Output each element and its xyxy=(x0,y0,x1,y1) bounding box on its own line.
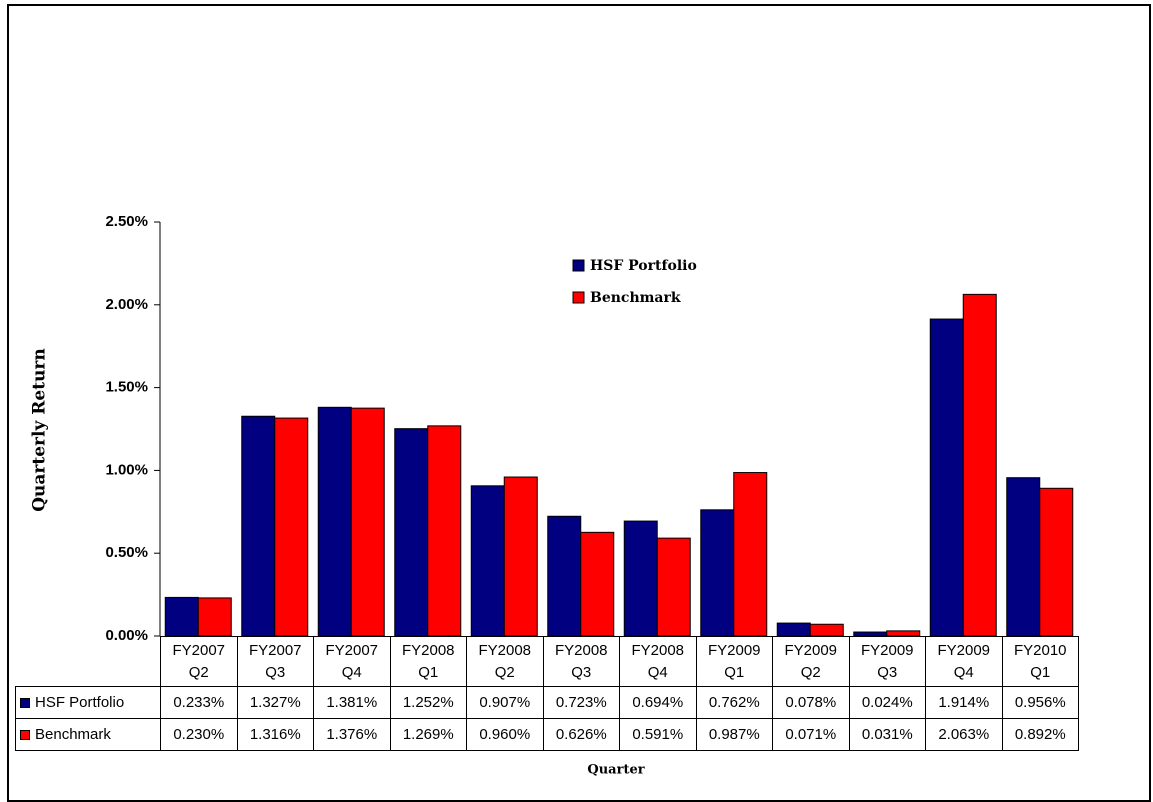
y-tick-label: 1.50% xyxy=(105,379,148,396)
table-value: 0.230% xyxy=(160,718,238,751)
y-axis-title: Quarterly Return xyxy=(30,348,50,512)
y-tick-label: 2.00% xyxy=(105,296,148,313)
legend-label: Benchmark xyxy=(590,290,681,306)
bar xyxy=(776,622,811,637)
table-value: 0.233% xyxy=(160,686,238,719)
bar xyxy=(350,407,385,637)
category-cell: FY2009 Q4 xyxy=(925,636,1003,687)
chart-frame xyxy=(7,4,1151,802)
series-name: Benchmark xyxy=(35,725,111,743)
category-cell: FY2009 Q1 xyxy=(695,636,773,687)
bar xyxy=(274,417,309,637)
table-value: 1.316% xyxy=(236,718,314,751)
category-cell: FY2007 Q4 xyxy=(313,636,391,687)
table-row-label: Benchmark xyxy=(15,718,161,751)
table-row-label: HSF Portfolio xyxy=(15,686,161,719)
table-value: 0.031% xyxy=(848,718,926,751)
y-tick-label: 1.00% xyxy=(105,461,148,478)
x-axis-title: Quarter xyxy=(587,763,644,778)
bar xyxy=(886,630,921,637)
y-tick-label: 2.50% xyxy=(105,213,148,230)
table-value: 0.626% xyxy=(542,718,620,751)
category-cell: FY2008 Q4 xyxy=(619,636,697,687)
table-value: 1.327% xyxy=(236,686,314,719)
table-value: 0.762% xyxy=(695,686,773,719)
y-tick-label: 0.50% xyxy=(105,544,148,561)
bar xyxy=(164,596,199,637)
table-value: 1.381% xyxy=(313,686,391,719)
category-cell: FY2008 Q2 xyxy=(466,636,544,687)
bar xyxy=(656,537,691,637)
series-name: HSF Portfolio xyxy=(35,693,125,711)
y-tick-label: 0.00% xyxy=(105,627,148,644)
table-value: 1.269% xyxy=(389,718,467,751)
bar xyxy=(929,318,964,637)
bar xyxy=(503,476,538,637)
bar xyxy=(962,293,997,637)
bar xyxy=(733,472,768,637)
table-value: 1.376% xyxy=(313,718,391,751)
bar xyxy=(623,520,658,637)
table-value: 0.078% xyxy=(772,686,850,719)
table-value: 1.252% xyxy=(389,686,467,719)
table-value: 0.723% xyxy=(542,686,620,719)
legend-key xyxy=(572,291,585,304)
bar xyxy=(394,428,429,637)
bar xyxy=(809,623,844,637)
table-value: 0.956% xyxy=(1001,686,1079,719)
bar xyxy=(241,415,276,637)
bar xyxy=(427,425,462,637)
bar xyxy=(547,515,582,637)
category-cell: FY2009 Q2 xyxy=(772,636,850,687)
bar xyxy=(1039,487,1074,637)
table-value: 1.914% xyxy=(925,686,1003,719)
table-value: 0.987% xyxy=(695,718,773,751)
bar xyxy=(470,485,505,637)
category-cell: FY2008 Q1 xyxy=(389,636,467,687)
category-cell: FY2008 Q3 xyxy=(542,636,620,687)
table-value: 0.024% xyxy=(848,686,926,719)
bar xyxy=(1006,477,1041,637)
bar xyxy=(700,509,735,637)
category-cell: FY2009 Q3 xyxy=(848,636,926,687)
table-value: 0.907% xyxy=(466,686,544,719)
bar xyxy=(317,406,352,637)
bar xyxy=(197,597,232,637)
table-value: 0.892% xyxy=(1001,718,1079,751)
bar xyxy=(580,531,615,637)
legend-key xyxy=(20,697,30,708)
table-value: 0.591% xyxy=(619,718,697,751)
table-value: 0.694% xyxy=(619,686,697,719)
table-value: 0.071% xyxy=(772,718,850,751)
legend-key xyxy=(572,259,585,272)
legend-key xyxy=(20,729,30,740)
table-value: 2.063% xyxy=(925,718,1003,751)
category-cell: FY2010 Q1 xyxy=(1001,636,1079,687)
category-cell: FY2007 Q3 xyxy=(236,636,314,687)
legend-label: HSF Portfolio xyxy=(590,258,697,274)
category-cell: FY2007 Q2 xyxy=(160,636,238,687)
table-value: 0.960% xyxy=(466,718,544,751)
